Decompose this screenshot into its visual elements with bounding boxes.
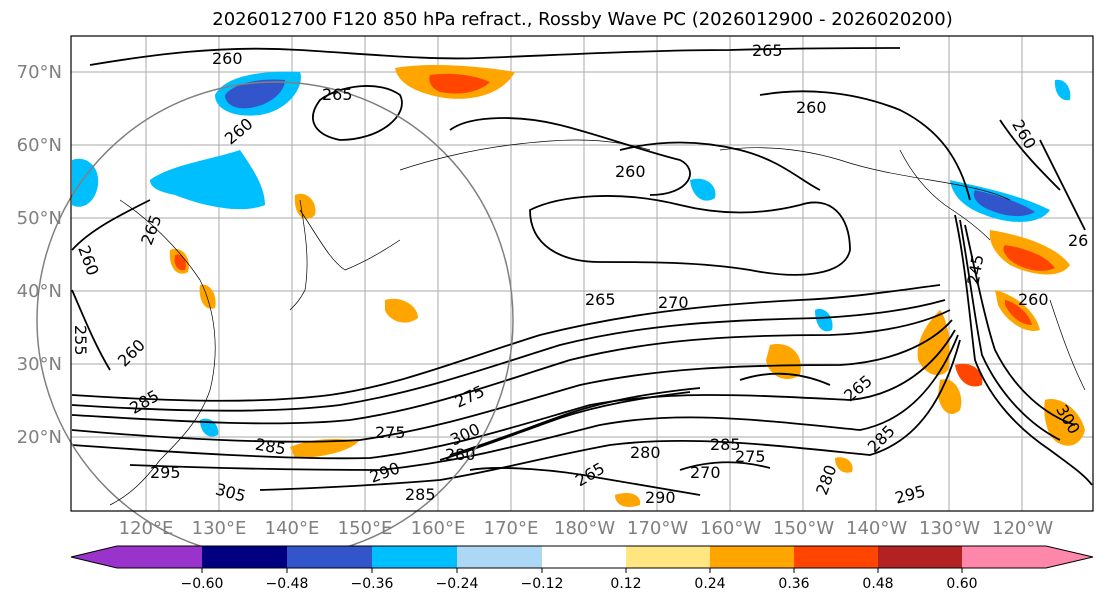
contour-label: 285	[405, 485, 436, 504]
lat-label: 60°N	[16, 135, 62, 156]
contour-label: 260	[1018, 290, 1049, 309]
colorbar-tick-label: 0.36	[778, 576, 810, 592]
map-border	[70, 35, 1094, 512]
contour-label: 265	[322, 85, 353, 104]
contour-label: 275	[735, 447, 766, 466]
contour-label: 26	[1068, 231, 1088, 250]
contour-label-group: 260 265 260 265 260 260 265 260 265 270 …	[71, 41, 1088, 508]
lon-label: 160°W	[700, 518, 762, 539]
contour-label: 270	[690, 463, 721, 482]
map-title: 2026012700 F120 850 hPa refract., Rossby…	[212, 9, 953, 30]
lon-label: 160°E	[410, 518, 466, 539]
lon-label: 140°W	[846, 518, 908, 539]
map-panel	[71, 36, 1093, 511]
contour-label: 285	[710, 435, 741, 454]
lon-label: 150°E	[337, 518, 393, 539]
lon-label: 120°W	[992, 518, 1054, 539]
colorbar-tick-label: 0.48	[862, 576, 894, 592]
contour-label: 260	[212, 49, 243, 68]
contour-label: 270	[658, 293, 689, 312]
contour-label: 295	[150, 463, 181, 482]
lat-label: 50°N	[16, 208, 62, 229]
contour-lines	[71, 47, 1093, 496]
lon-label: 180°W	[554, 518, 616, 539]
lon-label: 170°E	[483, 518, 539, 539]
colorbar-tick-label: −0.24	[435, 576, 479, 592]
colorbar-tick-label: −0.36	[350, 576, 394, 592]
coastlines	[109, 139, 1086, 506]
contour-label: 265	[752, 41, 783, 60]
colorbar-tick-label: 0.24	[694, 576, 726, 592]
lon-label: 140°E	[264, 518, 320, 539]
colorbar	[70, 545, 1094, 573]
contour-label: 255	[71, 325, 90, 356]
lon-label: 130°W	[919, 518, 981, 539]
colorbar-extend-low	[71, 546, 117, 568]
lat-label: 30°N	[16, 354, 62, 375]
lat-label: 20°N	[16, 427, 62, 448]
lat-label: 70°N	[16, 62, 62, 83]
contour-label: 280	[445, 445, 476, 464]
contour-label: 260	[615, 162, 646, 181]
lon-label: 120°E	[118, 518, 174, 539]
contour-label: 280	[630, 443, 661, 462]
contour-label: 265	[585, 290, 616, 309]
lon-label: 150°W	[773, 518, 835, 539]
lat-label: 40°N	[16, 281, 62, 302]
colorbar-tick-label: 0.12	[610, 576, 642, 592]
colorbar-tick-label: 0.60	[946, 576, 978, 592]
contour-label: 260	[796, 98, 827, 117]
contour-label: 275	[375, 423, 406, 442]
lon-label: 130°E	[191, 518, 247, 539]
colorbar-tick-label: −0.48	[265, 576, 309, 592]
contour-label: 290	[645, 488, 676, 507]
lon-label: 170°W	[627, 518, 689, 539]
colorbar-tick-label: −0.60	[180, 576, 224, 592]
colorbar-tick-label: −0.12	[520, 576, 564, 592]
graticule	[71, 36, 1093, 511]
colorbar-extend-high	[1046, 546, 1093, 568]
